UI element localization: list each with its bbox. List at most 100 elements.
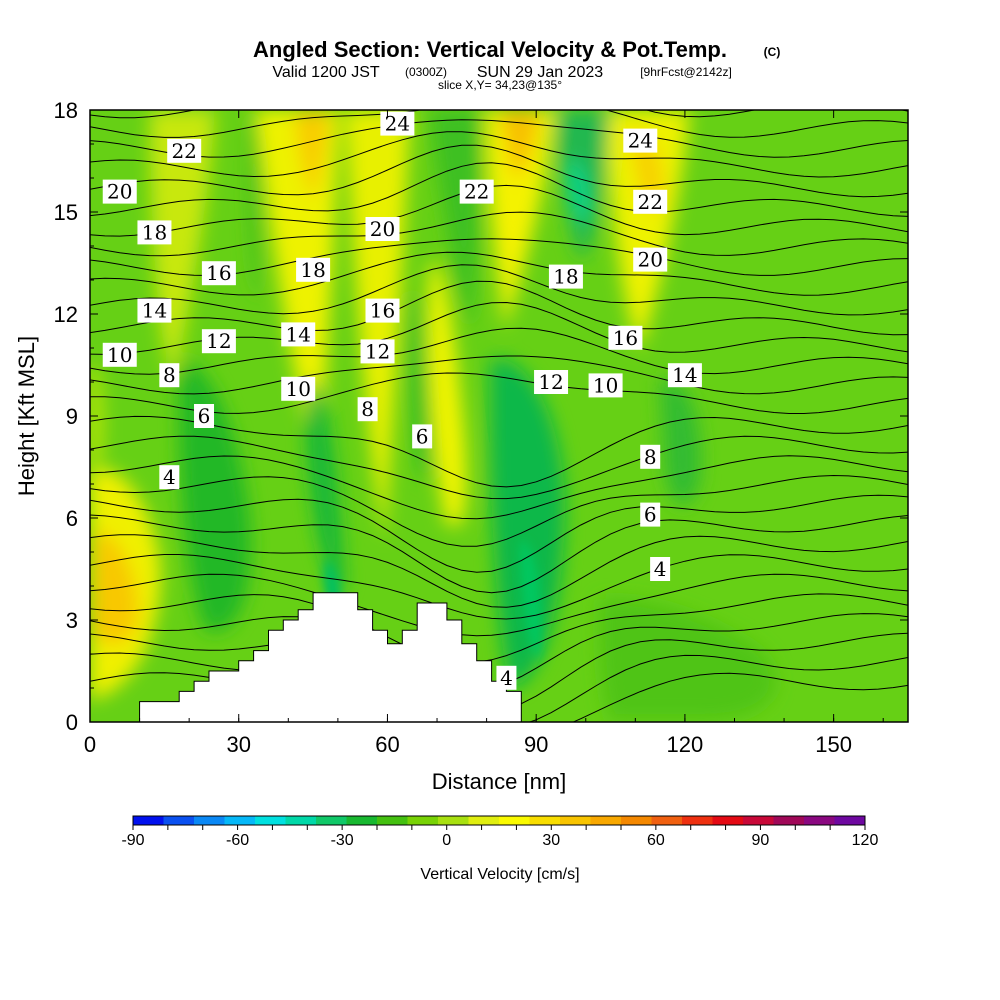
theta-label-text: 4 <box>163 465 176 489</box>
downdraft-zone <box>599 599 776 720</box>
theta-label-box <box>281 322 316 347</box>
colorbar-swatch <box>621 816 652 825</box>
theta-label-text: 18 <box>553 265 578 289</box>
theta-contour-line <box>90 455 908 520</box>
colorbar-swatch <box>163 816 195 825</box>
colorbar-swatch <box>316 816 347 825</box>
downdraft-zone <box>660 378 701 506</box>
theta-label-box <box>137 220 172 245</box>
theta-label-box <box>281 376 316 401</box>
theta-contour-line <box>90 435 908 500</box>
theta-label-box <box>102 179 137 204</box>
colorbar-tick-label: 30 <box>542 832 560 849</box>
velocity-field <box>90 110 776 720</box>
theta-label: 18 <box>296 257 331 282</box>
colorbar-swatch <box>346 816 378 825</box>
theta-contour-line <box>90 110 908 138</box>
colorbar-swatch <box>773 816 805 825</box>
y-tick-label: 0 <box>66 710 78 735</box>
colorbar-swatch <box>834 816 866 825</box>
updraft-core <box>500 110 540 180</box>
theta-label-box <box>159 465 180 490</box>
theta-label-text: 4 <box>654 557 667 581</box>
colorbar-swatch <box>377 816 408 825</box>
downdraft-zone <box>306 380 345 592</box>
theta-label-box <box>548 264 583 289</box>
colorbar-swatch <box>560 816 591 825</box>
theta-label-box <box>137 298 172 323</box>
theta-label-text: 22 <box>637 190 662 214</box>
theta-label: 16 <box>608 325 643 350</box>
theta-label-box <box>296 257 331 282</box>
theta-label-box <box>650 557 671 581</box>
x-tick-label: 30 <box>226 732 250 757</box>
theta-contour-line <box>90 184 908 237</box>
downdraft-zone <box>249 110 260 300</box>
y-tick-label: 9 <box>66 404 78 429</box>
theta-label-box <box>357 397 378 422</box>
theta-contour-line <box>90 280 908 336</box>
colorbar-swatch <box>590 816 622 825</box>
theta-contour-line <box>90 144 908 198</box>
theta-label-text: 16 <box>613 326 638 350</box>
theta-label-box <box>588 373 623 398</box>
y-tick-label: 12 <box>54 302 78 327</box>
theta-label-text: 18 <box>300 258 325 282</box>
y-tick-label: 6 <box>66 506 78 531</box>
theta-contour-line <box>90 593 908 663</box>
theta-label: 10 <box>281 376 316 401</box>
colorbar-tick-label: 90 <box>752 832 770 849</box>
x-tick-label: 90 <box>524 732 548 757</box>
theta-contour-line <box>90 372 908 414</box>
theta-label-text: 18 <box>142 220 167 244</box>
x-tick-label: 150 <box>815 732 852 757</box>
theta-label-text: 16 <box>206 261 231 285</box>
theta-label-text: 14 <box>672 363 697 387</box>
theta-label: 10 <box>588 373 623 398</box>
theta-label-text: 20 <box>637 248 662 272</box>
x-axis-label: Distance [nm] <box>432 769 567 794</box>
x-tick-label: 120 <box>667 732 704 757</box>
x-axis: 0 30 60 90 120 150 <box>84 110 884 757</box>
theta-label: 6 <box>194 404 215 428</box>
theta-label-text: 6 <box>416 424 429 448</box>
theta-label-box <box>201 329 236 354</box>
updraft-zone <box>485 110 555 330</box>
theta-contour-line <box>90 514 908 594</box>
theta-label-text: 24 <box>385 112 410 136</box>
theta-contour-line <box>90 355 908 395</box>
theta-label-text: 12 <box>206 329 231 353</box>
theta-label: 16 <box>201 261 236 286</box>
theta-label: 12 <box>201 329 236 354</box>
colorbar-tick-label: -90 <box>121 832 144 849</box>
theta-label-text: 14 <box>142 299 167 323</box>
theta-label-box <box>102 342 137 367</box>
terrain <box>139 592 522 722</box>
theta-label-text: 10 <box>107 343 132 367</box>
theta-label: 8 <box>357 397 378 422</box>
theta-label: 10 <box>102 342 137 367</box>
theta-contour-line <box>90 415 908 488</box>
colorbar-tick-label: 60 <box>647 832 665 849</box>
theta-label: 6 <box>640 503 661 527</box>
theta-label-text: 8 <box>644 445 657 469</box>
theta-label-text: 14 <box>285 322 310 346</box>
colorbar-label: Vertical Velocity [cm/s] <box>420 866 579 883</box>
theta-contour-line <box>90 251 908 296</box>
theta-label: 22 <box>633 189 668 214</box>
theta-label-text: 22 <box>171 139 196 163</box>
colorbar-swatch <box>499 816 530 825</box>
theta-label: 24 <box>623 128 658 153</box>
theta-label: 8 <box>159 363 180 388</box>
theta-label-text: 16 <box>370 299 395 323</box>
colorbar-tick-label: -60 <box>226 832 249 849</box>
theta-label: 8 <box>640 444 661 469</box>
slice-info: slice X,Y= 34,23@135° <box>438 78 562 92</box>
y-tick-label: 3 <box>66 608 78 633</box>
theta-contour-line <box>90 211 908 257</box>
theta-contour-line <box>90 327 908 375</box>
theta-label: 4 <box>159 465 180 490</box>
theta-label-text: 12 <box>538 370 563 394</box>
chart-title: Angled Section: Vertical Velocity & Pot.… <box>253 37 727 62</box>
